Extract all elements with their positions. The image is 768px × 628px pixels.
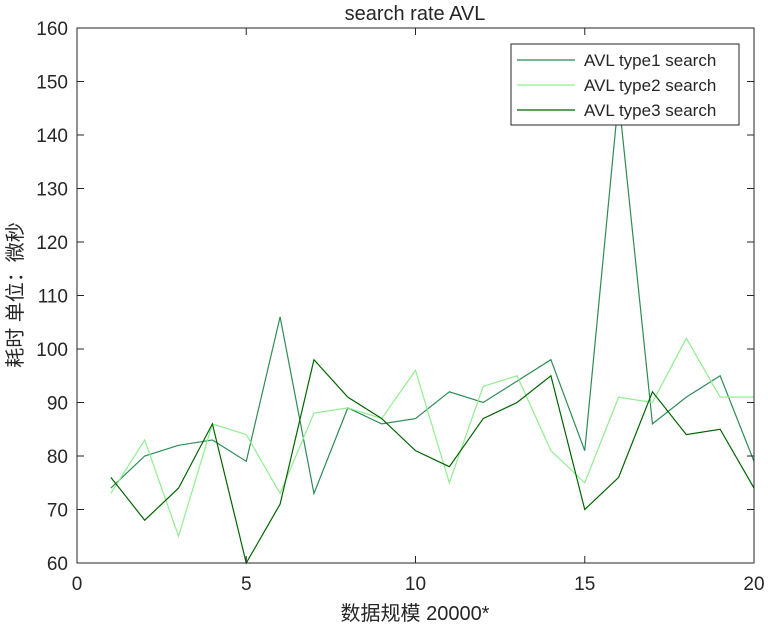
legend-label-3: AVL type3 search bbox=[584, 101, 716, 120]
y-tick-label: 70 bbox=[47, 501, 68, 522]
ticks-layer: 0 5 10 15 20 60 70 80 90 100 110 120 130 140 150 160 bbox=[36, 19, 764, 595]
y-tick-label: 140 bbox=[36, 126, 68, 147]
chart-title: search rate AVL bbox=[345, 3, 486, 25]
y-tick-label: 130 bbox=[36, 180, 68, 201]
x-tick-label: 20 bbox=[743, 574, 764, 595]
y-tick-label: 150 bbox=[36, 73, 68, 94]
x-tick-label: 5 bbox=[241, 574, 252, 595]
y-tick-label: 100 bbox=[36, 340, 68, 361]
x-tick-label: 0 bbox=[72, 574, 83, 595]
series-line-2 bbox=[110, 337, 754, 539]
legend-label-2: AVL type2 search bbox=[584, 76, 716, 95]
x-tick-label: 10 bbox=[405, 574, 426, 595]
y-tick-label: 90 bbox=[47, 394, 68, 415]
y-tick-label: 120 bbox=[36, 233, 68, 254]
legend: AVL type1 search AVL type2 search AVL type… bbox=[510, 43, 740, 126]
y-tick-label: 80 bbox=[47, 447, 68, 468]
y-tick-label: 110 bbox=[38, 287, 68, 308]
x-tick-label: 15 bbox=[574, 574, 595, 595]
series-layer bbox=[110, 97, 755, 565]
series-line-3 bbox=[110, 358, 755, 565]
y-axis-label: 耗时 单位：微秒 bbox=[4, 222, 27, 368]
y-tick-label: 60 bbox=[47, 554, 68, 575]
legend-label-1: AVL type1 search bbox=[584, 51, 716, 70]
x-axis-label: 数据规模 20000* bbox=[341, 602, 490, 625]
y-tick-label: 160 bbox=[36, 19, 68, 40]
series-line-1 bbox=[110, 97, 755, 496]
